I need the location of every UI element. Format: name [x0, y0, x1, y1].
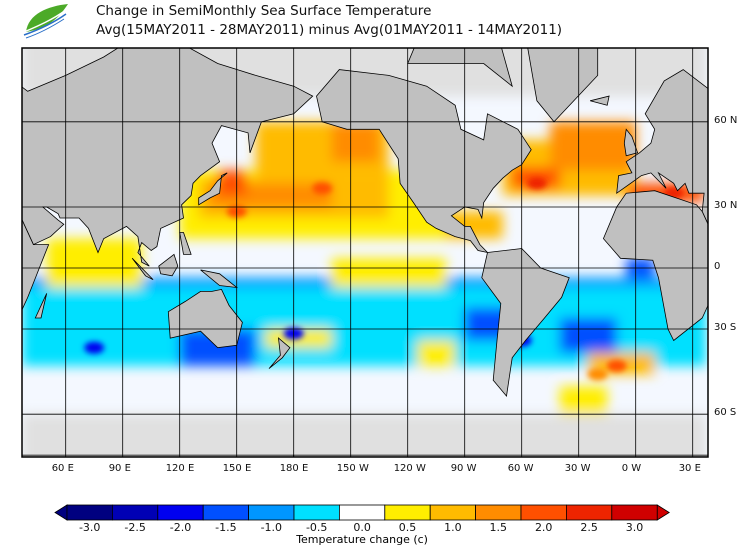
colorbar-tick: -3.0	[78, 521, 101, 534]
lon-label: 60 W	[507, 463, 534, 474]
chart-subtitle: Avg(15MAY2011 - 28MAY2011) minus Avg(01M…	[96, 22, 563, 38]
landmass-canadaarctic	[407, 48, 513, 88]
lon-label: 180 E	[279, 463, 309, 474]
colorbar-swatch	[429, 504, 477, 521]
landmass-eurasia	[22, 48, 314, 267]
lat-label: 60 N	[714, 114, 738, 126]
landmass-southamerica	[481, 248, 570, 398]
colorbar-swatch	[611, 504, 658, 521]
lat-label: 0	[714, 261, 721, 272]
colorbar-tick: -2.5	[124, 521, 146, 534]
anomaly-region	[22, 414, 706, 457]
anomaly-spot	[312, 182, 333, 195]
colorbar-swatch	[66, 504, 113, 521]
lon-label: 60 E	[51, 463, 74, 474]
map-frame	[21, 47, 709, 458]
landmass-madagascar	[34, 293, 48, 319]
colorbar-swatch	[293, 504, 340, 521]
colorbar-tick: 0.5	[398, 521, 417, 534]
colorbar-tick: -1.5	[215, 521, 237, 534]
colorbar-swatch	[384, 504, 431, 521]
lat-label: 30 N	[714, 200, 738, 212]
lat-label: 60 S	[714, 407, 737, 419]
chart-title: Change in SemiMonthly Sea Surface Temper…	[96, 3, 432, 19]
landmass-sumatra	[131, 258, 154, 280]
colorbar-tick: 2.0	[534, 521, 553, 534]
sst-change-map	[21, 47, 709, 458]
colorbar-swatch	[520, 504, 567, 521]
landmass-australia	[167, 288, 243, 349]
anomaly-region	[46, 238, 142, 288]
colorbar-tick: -1.0	[260, 521, 283, 534]
anomaly-region	[550, 121, 636, 171]
colorbar-tick: 1.0	[444, 521, 462, 534]
lon-label: 120 W	[393, 463, 426, 474]
lon-label: 150 E	[222, 463, 252, 474]
landmass-japan	[198, 172, 228, 206]
anomaly-spot	[84, 341, 105, 354]
colorbar-low-arrow	[54, 504, 68, 521]
lon-label: 90 W	[450, 463, 477, 474]
lon-label: 0 W	[621, 463, 642, 474]
landmass-philippines	[179, 232, 192, 255]
colorbar-swatch	[475, 504, 522, 521]
anomaly-region	[217, 170, 247, 196]
anomaly-spot	[606, 359, 627, 372]
anomaly-region	[559, 386, 608, 415]
colorbar-swatch	[157, 504, 204, 521]
landmass-newzealand	[268, 337, 291, 369]
colorbar-high-arrow	[656, 504, 670, 521]
landmass-iceland	[589, 95, 610, 106]
anomaly-spot	[587, 368, 608, 381]
colorbar-tick: 0.0	[353, 521, 371, 534]
colorbar-swatch	[566, 504, 613, 521]
colorbar-tick: -0.5	[305, 521, 328, 534]
landmass-africa	[22, 218, 50, 311]
colorbar-tick: -2.0	[169, 521, 192, 534]
anomaly-spot	[526, 177, 547, 190]
colorbar-swatch	[112, 504, 159, 521]
lon-label: 30 E	[678, 463, 701, 474]
colorbar-swatch	[338, 504, 386, 521]
colorbar-title: Temperature change (c)	[296, 533, 428, 546]
lon-label: 90 E	[108, 463, 131, 474]
lon-label: 150 W	[336, 463, 369, 474]
colorbar-swatch	[202, 504, 249, 521]
colorbar-swatch	[248, 504, 295, 521]
lon-label: 30 W	[564, 463, 591, 474]
noaa-leaf-logo	[23, 4, 68, 39]
lon-label: 120 E	[165, 463, 195, 474]
anomaly-region	[417, 340, 456, 366]
colorbar-tick: 3.0	[625, 521, 644, 534]
anomaly-region	[559, 318, 617, 353]
lat-label: 30 S	[714, 321, 737, 333]
landmass-africa	[602, 190, 708, 342]
colorbar-tick: 1.5	[489, 521, 508, 534]
colorbar-tick: 2.5	[580, 521, 598, 534]
landmass-borneo	[158, 253, 179, 277]
